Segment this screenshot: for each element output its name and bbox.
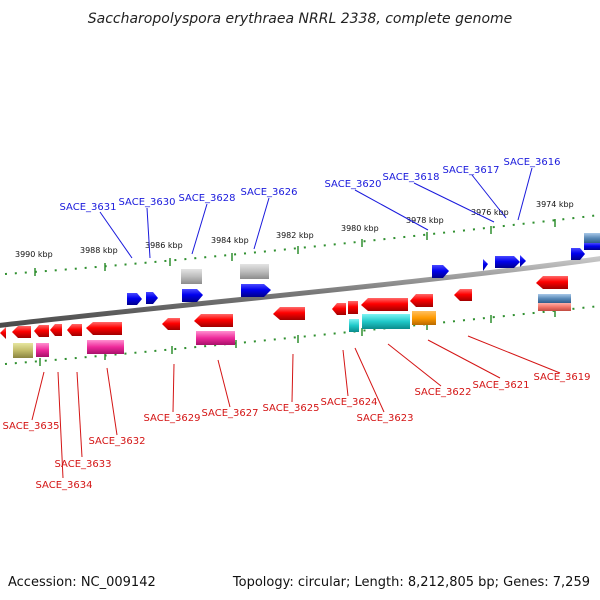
- genome-summary-text: Topology: circular; Length: 8,212,805 bp…: [232, 575, 590, 590]
- gene-block[interactable]: [584, 243, 600, 250]
- gene-label[interactable]: SACE_3620: [325, 179, 382, 190]
- reverse-label-leaders: [31, 335, 561, 479]
- gene-arrow[interactable]: [146, 292, 158, 304]
- reverse-gene-labels: SACE_3635 SACE_3633 SACE_3634 SACE_3632 …: [3, 372, 591, 491]
- gene-block[interactable]: [349, 319, 359, 332]
- kbp-label: 3978 kbp: [406, 216, 444, 225]
- gene-label[interactable]: SACE_3617: [443, 165, 500, 176]
- genome-backbone: [0, 256, 600, 328]
- gene-block[interactable]: [181, 269, 202, 284]
- gene-arrow[interactable]: [571, 248, 585, 260]
- gene-label[interactable]: SACE_3622: [415, 387, 472, 398]
- gene-block[interactable]: [538, 303, 571, 311]
- kbp-label: 3988 kbp: [80, 246, 118, 255]
- gene-arrow[interactable]: [194, 314, 233, 327]
- gene-label[interactable]: SACE_3632: [89, 436, 146, 447]
- gene-arrow[interactable]: [34, 325, 49, 337]
- gene-label[interactable]: SACE_3625: [263, 403, 320, 414]
- gene-block[interactable]: [13, 343, 33, 358]
- gene-arrow[interactable]: [483, 259, 488, 271]
- gene-label[interactable]: SACE_3621: [473, 380, 530, 391]
- gene-arrow[interactable]: [520, 255, 526, 267]
- gene-block[interactable]: [348, 301, 358, 314]
- gene-label[interactable]: SACE_3619: [534, 372, 591, 383]
- gene-label[interactable]: SACE_3630: [119, 197, 176, 208]
- gene-label[interactable]: SACE_3624: [321, 397, 378, 408]
- gene-arrow[interactable]: [432, 265, 449, 278]
- gene-block[interactable]: [196, 331, 235, 345]
- gene-block[interactable]: [87, 340, 124, 354]
- gene-block[interactable]: [412, 311, 436, 325]
- forward-gene-labels: SACE_3631 SACE_3630 SACE_3628 SACE_3626 …: [60, 157, 561, 213]
- gene-block[interactable]: [240, 264, 269, 279]
- gene-label[interactable]: SACE_3635: [3, 421, 60, 432]
- kbp-label: 3974 kbp: [536, 200, 574, 209]
- gene-arrow[interactable]: [454, 289, 472, 301]
- gene-label[interactable]: SACE_3633: [55, 459, 112, 470]
- kbp-label: 3990 kbp: [15, 250, 53, 259]
- kbp-label: 3982 kbp: [276, 231, 314, 240]
- gene-label[interactable]: SACE_3626: [241, 187, 298, 198]
- gene-arrow[interactable]: [410, 294, 433, 307]
- gene-arrow[interactable]: [182, 289, 203, 302]
- gene-arrow[interactable]: [0, 327, 6, 339]
- gene-arrow[interactable]: [536, 276, 568, 289]
- gene-block[interactable]: [584, 233, 600, 243]
- gene-label[interactable]: SACE_3629: [144, 413, 201, 424]
- gene-arrow[interactable]: [67, 324, 82, 336]
- kbp-label: 3980 kbp: [341, 224, 379, 233]
- map-title: Saccharopolyspora erythraea NRRL 2338, c…: [88, 11, 513, 27]
- forward-label-leaders: [99, 167, 533, 259]
- gene-arrow[interactable]: [241, 284, 271, 297]
- gene-label[interactable]: SACE_3628: [179, 193, 236, 204]
- gene-arrow[interactable]: [12, 326, 31, 338]
- gene-arrow[interactable]: [127, 293, 142, 305]
- gene-arrow[interactable]: [162, 318, 180, 330]
- accession-text: Accession: NC_009142: [8, 575, 156, 590]
- gene-label[interactable]: SACE_3616: [504, 157, 561, 168]
- gene-arrow[interactable]: [332, 303, 346, 315]
- gene-block[interactable]: [36, 343, 49, 357]
- forward-track-ticks: [4, 214, 600, 276]
- gene-block[interactable]: [538, 294, 571, 303]
- forward-genes: [127, 233, 600, 305]
- kbp-label: 3976 kbp: [471, 208, 509, 217]
- gene-arrow[interactable]: [86, 322, 122, 335]
- gene-arrow[interactable]: [50, 324, 62, 336]
- gene-label[interactable]: SACE_3631: [60, 202, 117, 213]
- gene-arrow[interactable]: [361, 298, 408, 311]
- kbp-label: 3984 kbp: [211, 236, 249, 245]
- kbp-label: 3986 kbp: [145, 241, 183, 250]
- gene-block[interactable]: [362, 314, 410, 329]
- gene-arrow[interactable]: [273, 307, 305, 320]
- gene-label[interactable]: SACE_3634: [36, 480, 93, 491]
- gene-label[interactable]: SACE_3627: [202, 408, 259, 419]
- gene-label[interactable]: SACE_3618: [383, 172, 440, 183]
- gene-label[interactable]: SACE_3623: [357, 413, 414, 424]
- reverse-genes: [0, 276, 571, 358]
- gene-arrow[interactable]: [495, 256, 520, 268]
- kbp-labels: 3990 kbp 3988 kbp 3986 kbp 3984 kbp 3982…: [15, 200, 574, 259]
